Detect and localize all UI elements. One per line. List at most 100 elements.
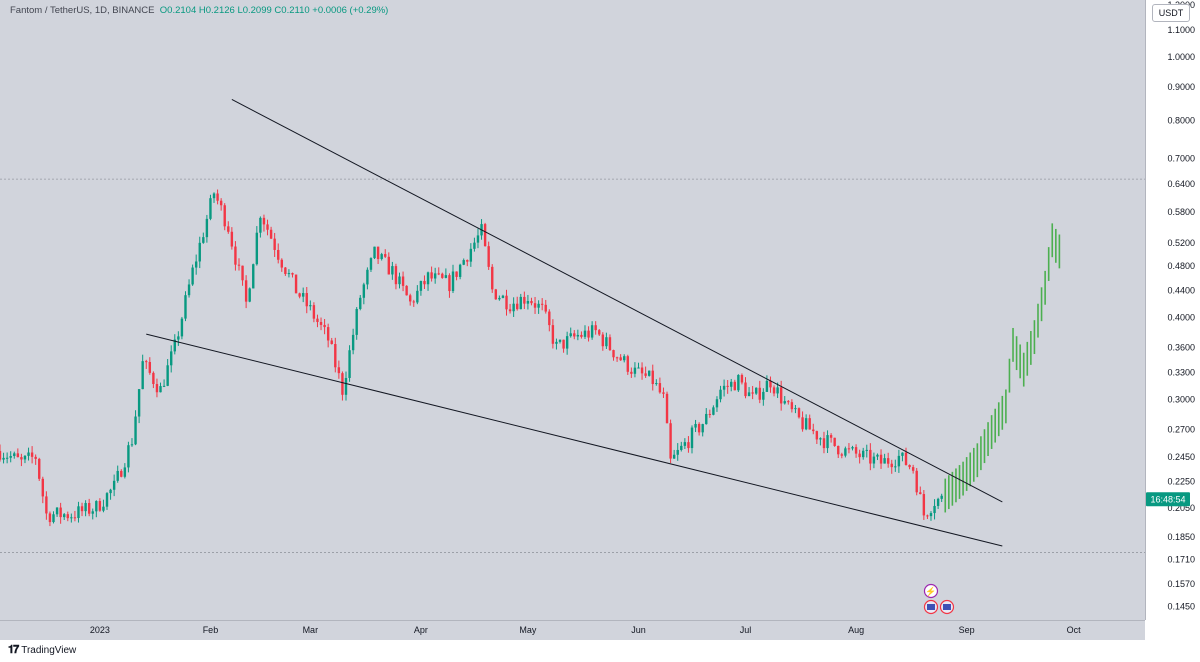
candle-body-7 <box>23 455 27 460</box>
candle-body-60 <box>212 193 216 199</box>
candle-body-253 <box>901 452 904 456</box>
candle-body-94 <box>334 344 337 368</box>
y-tick-label-16: 0.2450 <box>1167 452 1195 462</box>
candle-body-83 <box>294 274 298 294</box>
candle-body-181 <box>644 373 647 376</box>
candle-body-175 <box>623 356 626 361</box>
candle-body-118 <box>419 280 423 291</box>
candle-body-13 <box>45 496 48 514</box>
candle-body-218 <box>776 387 779 394</box>
candle-body-16 <box>55 507 59 515</box>
y-tick-label-21: 0.1570 <box>1167 579 1195 589</box>
candle-body-42 <box>148 361 152 373</box>
candle-body-216 <box>769 380 772 388</box>
candle-body-49 <box>173 339 176 352</box>
candle-body-96 <box>341 373 344 395</box>
tradingview-brand[interactable]: 𝟏𝟕 TradingView <box>8 644 76 657</box>
candle-body-148 <box>526 300 530 304</box>
candle-body-186 <box>662 392 665 394</box>
candle-body-238 <box>847 448 851 450</box>
candle-body-87 <box>309 305 312 307</box>
candle-body-81 <box>287 273 291 275</box>
candle-body-176 <box>626 356 629 372</box>
candle-body-93 <box>330 340 333 345</box>
candle-body-259 <box>922 494 926 516</box>
y-tick-label-9: 0.4800 <box>1167 261 1195 271</box>
candle-body-58 <box>205 218 209 238</box>
candle-body-103 <box>366 269 369 285</box>
candle-body-252 <box>897 455 901 467</box>
candle-body-39 <box>137 389 141 417</box>
close-value: C0.2110 <box>274 5 310 16</box>
y-tick-label-3: 0.9000 <box>1167 82 1195 92</box>
tradingview-logo-icon: 𝟏𝟕 <box>8 644 19 656</box>
candle-body-168 <box>598 330 601 335</box>
candle-body-170 <box>605 337 608 347</box>
candle-body-243 <box>865 449 868 451</box>
candle-body-230 <box>819 438 822 440</box>
candle-body-251 <box>894 466 897 468</box>
candle-body-88 <box>312 305 316 319</box>
symbol-header: Fantom / TetherUS, 1D, BINANCE O0.2104 H… <box>10 5 388 16</box>
x-tick-label-4: May <box>519 625 537 635</box>
y-tick-label-1: 1.1000 <box>1167 25 1195 35</box>
candle-body-71 <box>252 264 255 289</box>
candle-body-0 <box>0 450 2 460</box>
candle-body-177 <box>630 371 633 374</box>
candle-body-261 <box>929 513 933 517</box>
candle-body-256 <box>911 467 915 471</box>
candle-body-30 <box>105 493 109 507</box>
candle-body-203 <box>722 385 726 390</box>
candle-body-146 <box>519 296 522 310</box>
chart-area[interactable] <box>0 0 1145 620</box>
candle-body-239 <box>851 447 854 449</box>
candle-body-31 <box>109 489 112 494</box>
candle-body-70 <box>248 288 251 302</box>
candle-body-116 <box>412 301 415 303</box>
candle-body-158 <box>562 339 565 349</box>
candle-body-257 <box>915 470 918 493</box>
tradingview-label: TradingView <box>21 645 77 656</box>
candle-body-86 <box>305 293 308 307</box>
candle-body-35 <box>123 467 127 477</box>
y-tick-label-2: 1.0000 <box>1167 52 1195 62</box>
candle-body-92 <box>326 327 330 341</box>
candle-body-18 <box>63 514 66 518</box>
price-axis[interactable] <box>1145 0 1200 620</box>
candle-body-21 <box>73 517 77 519</box>
candle-body-61 <box>216 193 219 201</box>
candle-body-129 <box>458 264 462 277</box>
candle-body-43 <box>152 372 155 385</box>
candle-body-234 <box>833 437 836 446</box>
candle-body-9 <box>30 452 34 457</box>
candle-body-155 <box>551 325 555 344</box>
candle-body-38 <box>134 416 137 445</box>
candle-body-223 <box>794 408 797 410</box>
trendline-lower <box>146 333 1003 547</box>
candle-body-63 <box>223 205 226 227</box>
candle-body-197 <box>701 424 704 433</box>
candle-body-208 <box>740 374 744 383</box>
y-tick-label-7: 0.5800 <box>1167 207 1195 217</box>
candle-body-191 <box>680 445 683 450</box>
candle-body-147 <box>523 296 526 304</box>
currency-button[interactable]: USDT <box>1152 4 1190 22</box>
candle-body-50 <box>177 336 180 340</box>
candle-body-182 <box>647 370 651 376</box>
time-axis[interactable] <box>0 620 1145 640</box>
candle-body-119 <box>423 280 426 285</box>
countdown-label: 16:48:54 <box>1150 495 1185 505</box>
candle-body-112 <box>398 276 401 285</box>
candle-body-189 <box>672 454 676 459</box>
candle-body-106 <box>376 246 380 260</box>
candle-body-123 <box>437 273 440 275</box>
candle-body-263 <box>936 498 940 506</box>
candle-body-139 <box>494 289 498 300</box>
candle-body-211 <box>751 392 754 394</box>
candle-body-209 <box>744 382 747 397</box>
candle-body-29 <box>102 506 105 511</box>
candle-body-28 <box>98 501 102 511</box>
x-tick-label-7: Aug <box>848 625 864 635</box>
candle-body-221 <box>787 401 790 403</box>
